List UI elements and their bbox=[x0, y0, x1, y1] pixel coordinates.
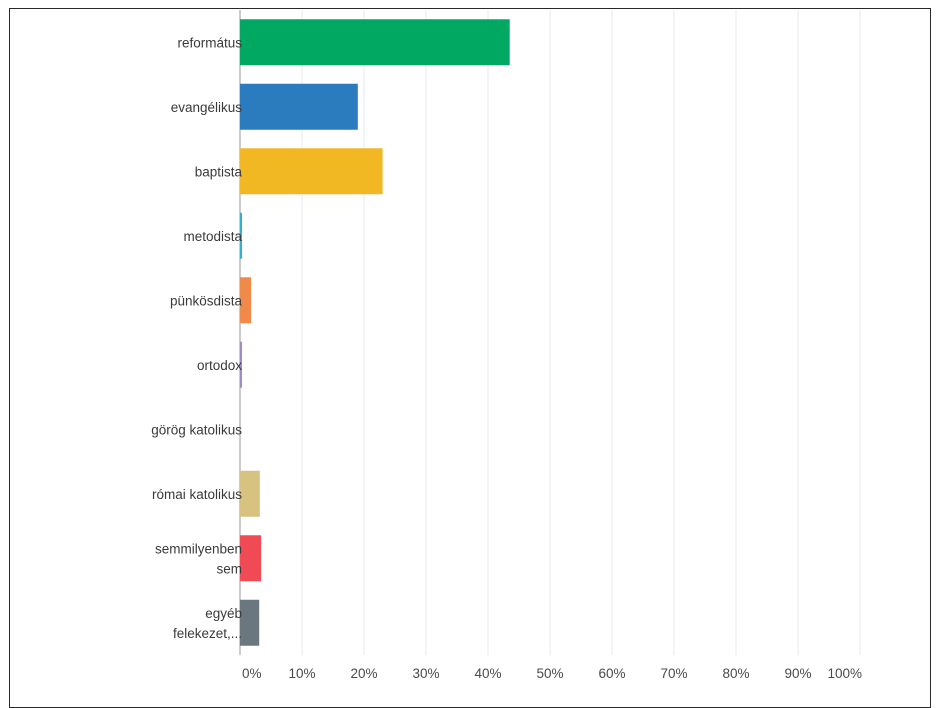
x-tick-label-6: 60% bbox=[598, 666, 625, 681]
category-label-6: görög katolikus bbox=[151, 422, 242, 437]
category-label-7: római katolikus bbox=[152, 487, 242, 502]
category-label-1: evangélikus bbox=[171, 100, 243, 115]
category-label-5: ortodox bbox=[197, 358, 242, 373]
category-label-3: metodista bbox=[183, 229, 242, 244]
bar-7 bbox=[240, 470, 260, 517]
bar-8 bbox=[240, 535, 262, 582]
bar-2 bbox=[240, 148, 383, 195]
category-label-9-line-1: felekezet,... bbox=[173, 626, 242, 641]
x-tick-label-1: 10% bbox=[288, 666, 315, 681]
bar-4 bbox=[240, 277, 252, 324]
x-tick-label-10: 100% bbox=[827, 666, 862, 681]
category-label-8-line-0: semmilyenben bbox=[155, 541, 242, 556]
x-tick-label-2: 20% bbox=[350, 666, 377, 681]
x-tick-label-5: 50% bbox=[536, 666, 563, 681]
bar-chart: református evangélikus baptista metodista pü… bbox=[151, 10, 862, 681]
bar-9 bbox=[240, 599, 260, 646]
x-tick-label-4: 40% bbox=[474, 666, 501, 681]
x-tick-label-0: 0% bbox=[242, 666, 262, 681]
category-label-4: pünkösdista bbox=[170, 293, 243, 308]
x-tick-label-8: 80% bbox=[722, 666, 749, 681]
category-label-9-line-0: egyéb bbox=[205, 606, 242, 621]
bar-0 bbox=[240, 19, 510, 66]
category-label-8-line-1: sem bbox=[216, 561, 242, 576]
x-tick-label-7: 70% bbox=[660, 666, 687, 681]
category-label-2: baptista bbox=[195, 164, 243, 179]
bar-5 bbox=[240, 341, 242, 388]
bar-1 bbox=[240, 83, 358, 130]
x-tick-label-3: 30% bbox=[412, 666, 439, 681]
x-tick-label-9: 90% bbox=[784, 666, 811, 681]
category-label-0: református bbox=[177, 35, 242, 50]
chart-frame bbox=[9, 8, 931, 708]
bar-3 bbox=[240, 212, 242, 259]
